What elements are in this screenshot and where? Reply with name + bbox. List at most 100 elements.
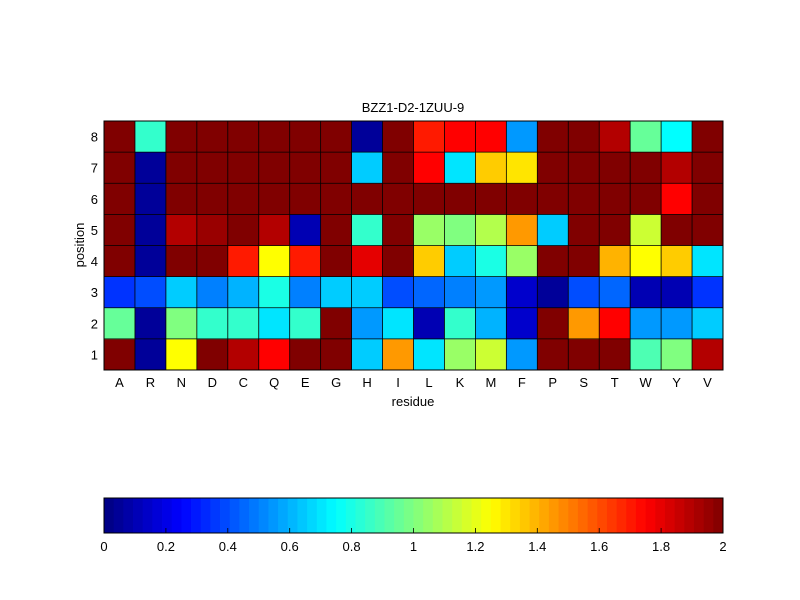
colorbar-segment xyxy=(171,498,182,533)
heatmap-cell xyxy=(351,214,383,246)
heatmap-cell xyxy=(382,152,414,184)
heatmap-cell xyxy=(506,214,538,246)
x-tick-label: R xyxy=(146,375,155,390)
heatmap-cell xyxy=(413,245,445,277)
heatmap-cell xyxy=(413,214,445,246)
colorbar-segment xyxy=(181,498,192,533)
heatmap-cell xyxy=(320,276,352,309)
heatmap-cell xyxy=(196,214,229,246)
heatmap-cell xyxy=(196,152,229,184)
colorbar-segment xyxy=(558,498,569,533)
heatmap-cell xyxy=(134,183,167,215)
heatmap-cell xyxy=(413,276,445,309)
heatmap-cell xyxy=(661,214,693,246)
heatmap-cell xyxy=(630,183,662,215)
colorbar-segment xyxy=(655,498,666,533)
colorbar-segment xyxy=(297,498,308,533)
colorbar-tick-label: 2 xyxy=(719,539,726,554)
heatmap-cell xyxy=(413,152,445,184)
heatmap-cell xyxy=(320,121,352,153)
heatmap-cell xyxy=(258,307,290,340)
heatmap-cell xyxy=(320,245,352,277)
heatmap-cell xyxy=(165,152,198,184)
colorbar-segment xyxy=(413,498,424,533)
colorbar-segment xyxy=(104,498,115,533)
x-tick-label: M xyxy=(485,375,496,390)
heatmap-cell xyxy=(506,121,538,153)
colorbar-segment xyxy=(490,498,501,533)
heatmap-cell xyxy=(258,276,290,309)
y-tick-label: 4 xyxy=(91,254,98,269)
heatmap-cell xyxy=(475,152,507,184)
heatmap-cell xyxy=(351,152,383,184)
colorbar-segment xyxy=(113,498,124,533)
colorbar xyxy=(104,498,724,533)
heatmap-cell xyxy=(227,183,260,215)
colorbar-segment xyxy=(268,498,279,533)
colorbar-segment xyxy=(307,498,318,533)
colorbar-segment xyxy=(548,498,559,533)
heatmap-cell xyxy=(661,245,693,277)
heatmap-cell xyxy=(692,307,724,340)
heatmap-cell xyxy=(506,276,538,309)
y-tick-label: 8 xyxy=(91,130,98,145)
heatmap-cell xyxy=(258,121,290,153)
colorbar-segment xyxy=(258,498,269,533)
x-tick-label: F xyxy=(518,375,526,390)
y-tick-label: 7 xyxy=(91,161,98,176)
y-axis-label: position xyxy=(72,223,87,268)
colorbar-segment xyxy=(684,498,695,533)
heatmap-cell xyxy=(630,276,662,309)
colorbar-segment xyxy=(519,498,530,533)
colorbar-segment xyxy=(626,498,637,533)
colorbar-segment xyxy=(635,498,647,533)
heatmap-cell xyxy=(599,338,631,371)
heatmap-cell xyxy=(599,276,631,309)
colorbar-segment xyxy=(278,498,289,533)
heatmap-cell xyxy=(104,245,136,277)
colorbar-segment xyxy=(200,498,211,533)
colorbar-segment xyxy=(123,498,134,533)
y-tick-label: 6 xyxy=(91,192,98,207)
heatmap-cell xyxy=(568,121,600,153)
colorbar-segment xyxy=(664,498,676,533)
heatmap-cell xyxy=(165,245,198,277)
heatmap-cell xyxy=(475,183,507,215)
heatmap-cell xyxy=(568,307,600,340)
colorbar-segment xyxy=(674,498,685,533)
heatmap-cell xyxy=(196,276,229,309)
heatmap-cell xyxy=(289,245,321,277)
colorbar-segment xyxy=(336,498,347,533)
x-tick-label: Q xyxy=(269,375,279,390)
x-tick-label: N xyxy=(177,375,186,390)
heatmap-cell xyxy=(104,152,136,184)
colorbar-segment xyxy=(249,498,260,533)
x-tick-label: L xyxy=(425,375,432,390)
heatmap-cell xyxy=(165,121,198,153)
heatmap-cell xyxy=(134,152,167,184)
colorbar-segment xyxy=(394,498,405,533)
colorbar-segment xyxy=(423,498,434,533)
heatmap-cell xyxy=(630,245,662,277)
colorbar-segment xyxy=(239,498,250,533)
colorbar-segment xyxy=(355,498,366,533)
heatmap-cell xyxy=(196,307,229,340)
heatmap-cell xyxy=(537,183,569,215)
colorbar-segment xyxy=(461,498,472,533)
colorbar-segment xyxy=(152,498,163,533)
colorbar-segment xyxy=(577,498,588,533)
heatmap-cell xyxy=(568,276,600,309)
heatmap-cell xyxy=(165,276,198,309)
heatmap-cell xyxy=(413,307,445,340)
heatmap-cell xyxy=(382,307,414,340)
colorbar-segment xyxy=(345,498,356,533)
x-tick-label: H xyxy=(362,375,371,390)
heatmap-cell xyxy=(506,307,538,340)
heatmap-cell xyxy=(104,121,136,153)
colorbar-segment xyxy=(432,498,443,533)
heatmap-cell xyxy=(320,214,352,246)
colorbar-segment xyxy=(326,498,337,533)
heatmap-cell xyxy=(506,245,538,277)
colorbar-segment xyxy=(316,498,327,533)
